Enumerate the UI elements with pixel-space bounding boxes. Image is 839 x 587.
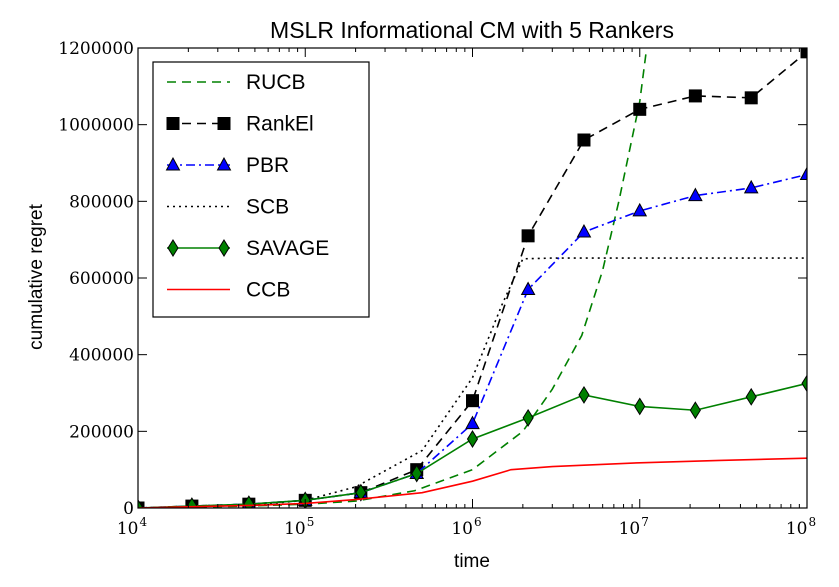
data-point-pbr: [688, 187, 703, 202]
y-axis: 0 200000 400000 600000 800000 1000000 1200000: [58, 39, 807, 519]
chart-title: MSLR Informational CM with 5 Rankers: [270, 17, 674, 43]
data-point-savage: [411, 464, 423, 483]
data-point-savage: [186, 497, 198, 508]
data-point-savage: [745, 387, 757, 406]
legend-box: [152, 61, 370, 318]
y-tick-label: 1000000: [58, 116, 134, 136]
data-point-rankel: [633, 102, 647, 116]
data-point-savage: [801, 374, 807, 393]
data-point-pbr: [576, 223, 592, 238]
y-tick-label: 1200000: [58, 39, 134, 59]
y-tick-label: 200000: [69, 422, 134, 442]
y-tick-label: 400000: [69, 346, 134, 366]
legend-label-rucb: RUCB: [246, 71, 306, 94]
data-point-rankel: [466, 394, 479, 408]
data-point-pbr: [743, 179, 759, 194]
data-point-savage: [138, 499, 144, 508]
data-point-rankel: [688, 89, 702, 103]
y-tick-label: 800000: [69, 192, 134, 212]
plot-area: [138, 48, 807, 508]
x-axis-label: time: [454, 551, 490, 572]
x-tick-label: 106: [451, 515, 481, 539]
data-point-pbr: [632, 202, 648, 217]
data-point-savage: [689, 401, 701, 420]
x-tick-label: 107: [619, 515, 649, 539]
data-point-pbr: [465, 415, 480, 430]
legend-marker-pbr: [165, 156, 181, 171]
legend-label-rankel: RankEl: [246, 113, 314, 136]
data-point-savage: [522, 408, 534, 427]
y-tick-label: 600000: [69, 269, 134, 289]
legend-marker-savage: [218, 239, 230, 257]
x-axis: 104 105 106 107 108: [117, 48, 816, 539]
data-point-savage: [634, 397, 646, 416]
data-point-savage: [578, 385, 590, 404]
data-point-rankel: [800, 48, 807, 59]
legend-label-pbr: PBR: [246, 154, 289, 177]
y-tick-label: 0: [123, 499, 134, 519]
data-point-rankel: [521, 229, 535, 243]
y-axis-label: cumulative regret: [26, 203, 47, 349]
legend-marker-savage: [167, 239, 179, 257]
x-tick-label: 105: [284, 515, 314, 539]
legend-label-ccb: CCB: [246, 279, 290, 302]
data-point-savage: [466, 430, 479, 448]
series-line-ccb: [138, 457, 807, 508]
legend: RUCB RankEl PBR SCB SAVAGE CCB: [152, 61, 370, 318]
data-point-savage: [355, 483, 367, 502]
data-point-pbr: [520, 281, 536, 295]
data-point-rankel: [744, 91, 758, 105]
data-point-pbr: [799, 166, 807, 180]
legend-label-scb: SCB: [246, 196, 289, 219]
legend-marker-rankel: [217, 117, 231, 130]
legend-label-savage: SAVAGE: [246, 237, 329, 260]
data-point-rankel: [577, 133, 591, 147]
legend-marker-pbr: [216, 156, 232, 171]
legend-marker-rankel: [166, 117, 180, 130]
x-tick-label: 108: [786, 515, 816, 539]
